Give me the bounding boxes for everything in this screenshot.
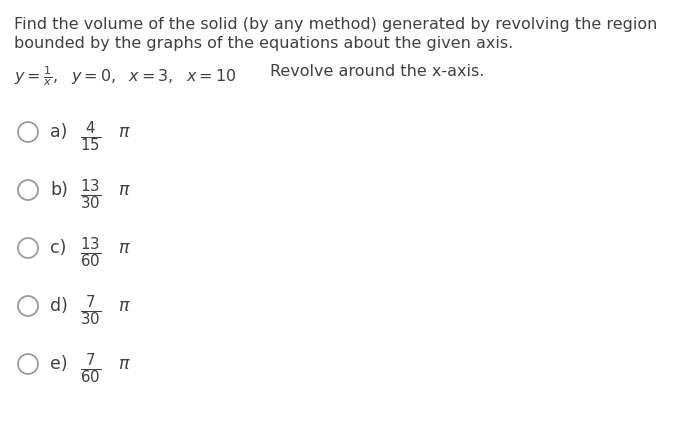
Text: $y = \frac{1}{x},$  $y = 0,$  $x = 3,$  $x = 10$: $y = \frac{1}{x},$ $y = 0,$ $x = 3,$ $x …	[14, 64, 237, 88]
Text: d): d)	[50, 297, 68, 314]
Text: $\pi$: $\pi$	[118, 297, 131, 314]
Text: b): b)	[50, 180, 68, 198]
Text: $\pi$: $\pi$	[118, 238, 131, 256]
Text: $\pi$: $\pi$	[118, 123, 131, 141]
Circle shape	[18, 238, 38, 258]
Text: $\frac{7}{60}$: $\frac{7}{60}$	[80, 350, 101, 385]
Text: bounded by the graphs of the equations about the given axis.: bounded by the graphs of the equations a…	[14, 36, 513, 51]
Text: Revolve around the x-axis.: Revolve around the x-axis.	[270, 64, 484, 79]
Circle shape	[18, 123, 38, 143]
Text: $\pi$: $\pi$	[118, 354, 131, 372]
Text: $\pi$: $\pi$	[118, 180, 131, 198]
Text: $\frac{7}{30}$: $\frac{7}{30}$	[80, 292, 101, 327]
Text: c): c)	[50, 238, 67, 256]
Circle shape	[18, 354, 38, 374]
Text: Find the volume of the solid (by any method) generated by revolving the region: Find the volume of the solid (by any met…	[14, 17, 657, 32]
Circle shape	[18, 297, 38, 316]
Text: e): e)	[50, 354, 68, 372]
Text: a): a)	[50, 123, 67, 141]
Text: $\frac{13}{30}$: $\frac{13}{30}$	[80, 177, 101, 211]
Text: $\frac{4}{15}$: $\frac{4}{15}$	[80, 119, 101, 153]
Text: $\frac{13}{60}$: $\frac{13}{60}$	[80, 234, 101, 269]
Circle shape	[18, 180, 38, 201]
